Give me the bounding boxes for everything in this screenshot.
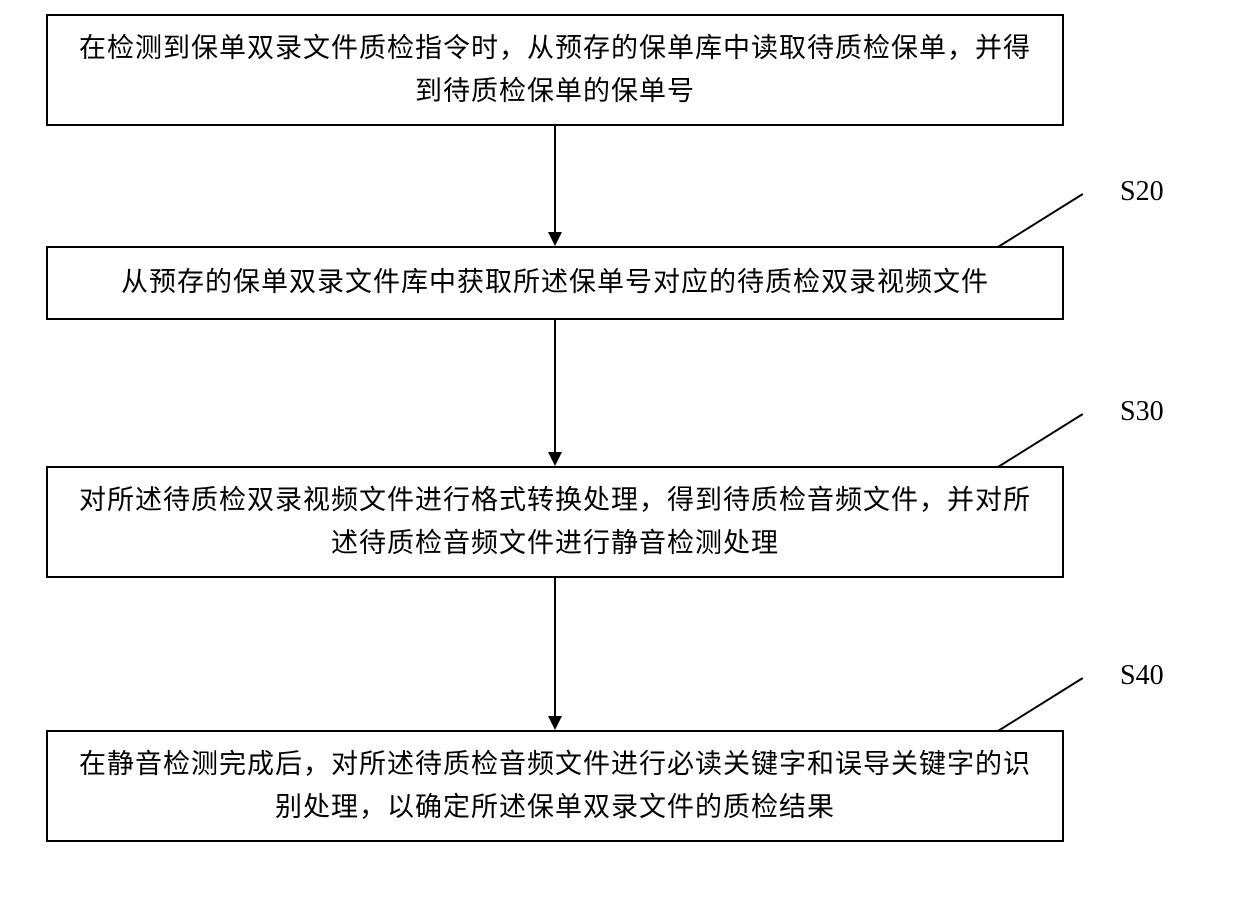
flow-step-text: 在静音检测完成后，对所述待质检音频文件进行必读关键字和误导关键字的识别处理，以确… <box>68 743 1042 829</box>
flow-arrow <box>554 126 556 232</box>
step-label-s40: S40 <box>1120 660 1164 692</box>
flow-step-s20: 从预存的保单双录文件库中获取所述保单号对应的待质检双录视频文件 <box>46 246 1064 320</box>
flow-step-text: 在检测到保单双录文件质检指令时，从预存的保单库中读取待质检保单，并得到待质检保单… <box>68 27 1042 113</box>
label-connector <box>997 677 1083 732</box>
flow-arrow-head <box>548 716 562 730</box>
flow-step-s40: 在静音检测完成后，对所述待质检音频文件进行必读关键字和误导关键字的识别处理，以确… <box>46 730 1064 842</box>
label-connector <box>997 193 1083 248</box>
flow-arrow-head <box>548 232 562 246</box>
step-label-s30: S30 <box>1120 396 1164 428</box>
step-label-s20: S20 <box>1120 176 1164 208</box>
flow-step-s10: 在检测到保单双录文件质检指令时，从预存的保单库中读取待质检保单，并得到待质检保单… <box>46 14 1064 126</box>
label-connector <box>997 413 1083 468</box>
flow-arrow <box>554 320 556 452</box>
flow-arrow <box>554 578 556 716</box>
flow-step-s30: 对所述待质检双录视频文件进行格式转换处理，得到待质检音频文件，并对所述待质检音频… <box>46 466 1064 578</box>
flow-step-text: 对所述待质检双录视频文件进行格式转换处理，得到待质检音频文件，并对所述待质检音频… <box>68 479 1042 565</box>
flow-step-text: 从预存的保单双录文件库中获取所述保单号对应的待质检双录视频文件 <box>121 261 989 304</box>
flow-arrow-head <box>548 452 562 466</box>
flowchart-container: 在检测到保单双录文件质检指令时，从预存的保单库中读取待质检保单，并得到待质检保单… <box>0 0 1240 908</box>
